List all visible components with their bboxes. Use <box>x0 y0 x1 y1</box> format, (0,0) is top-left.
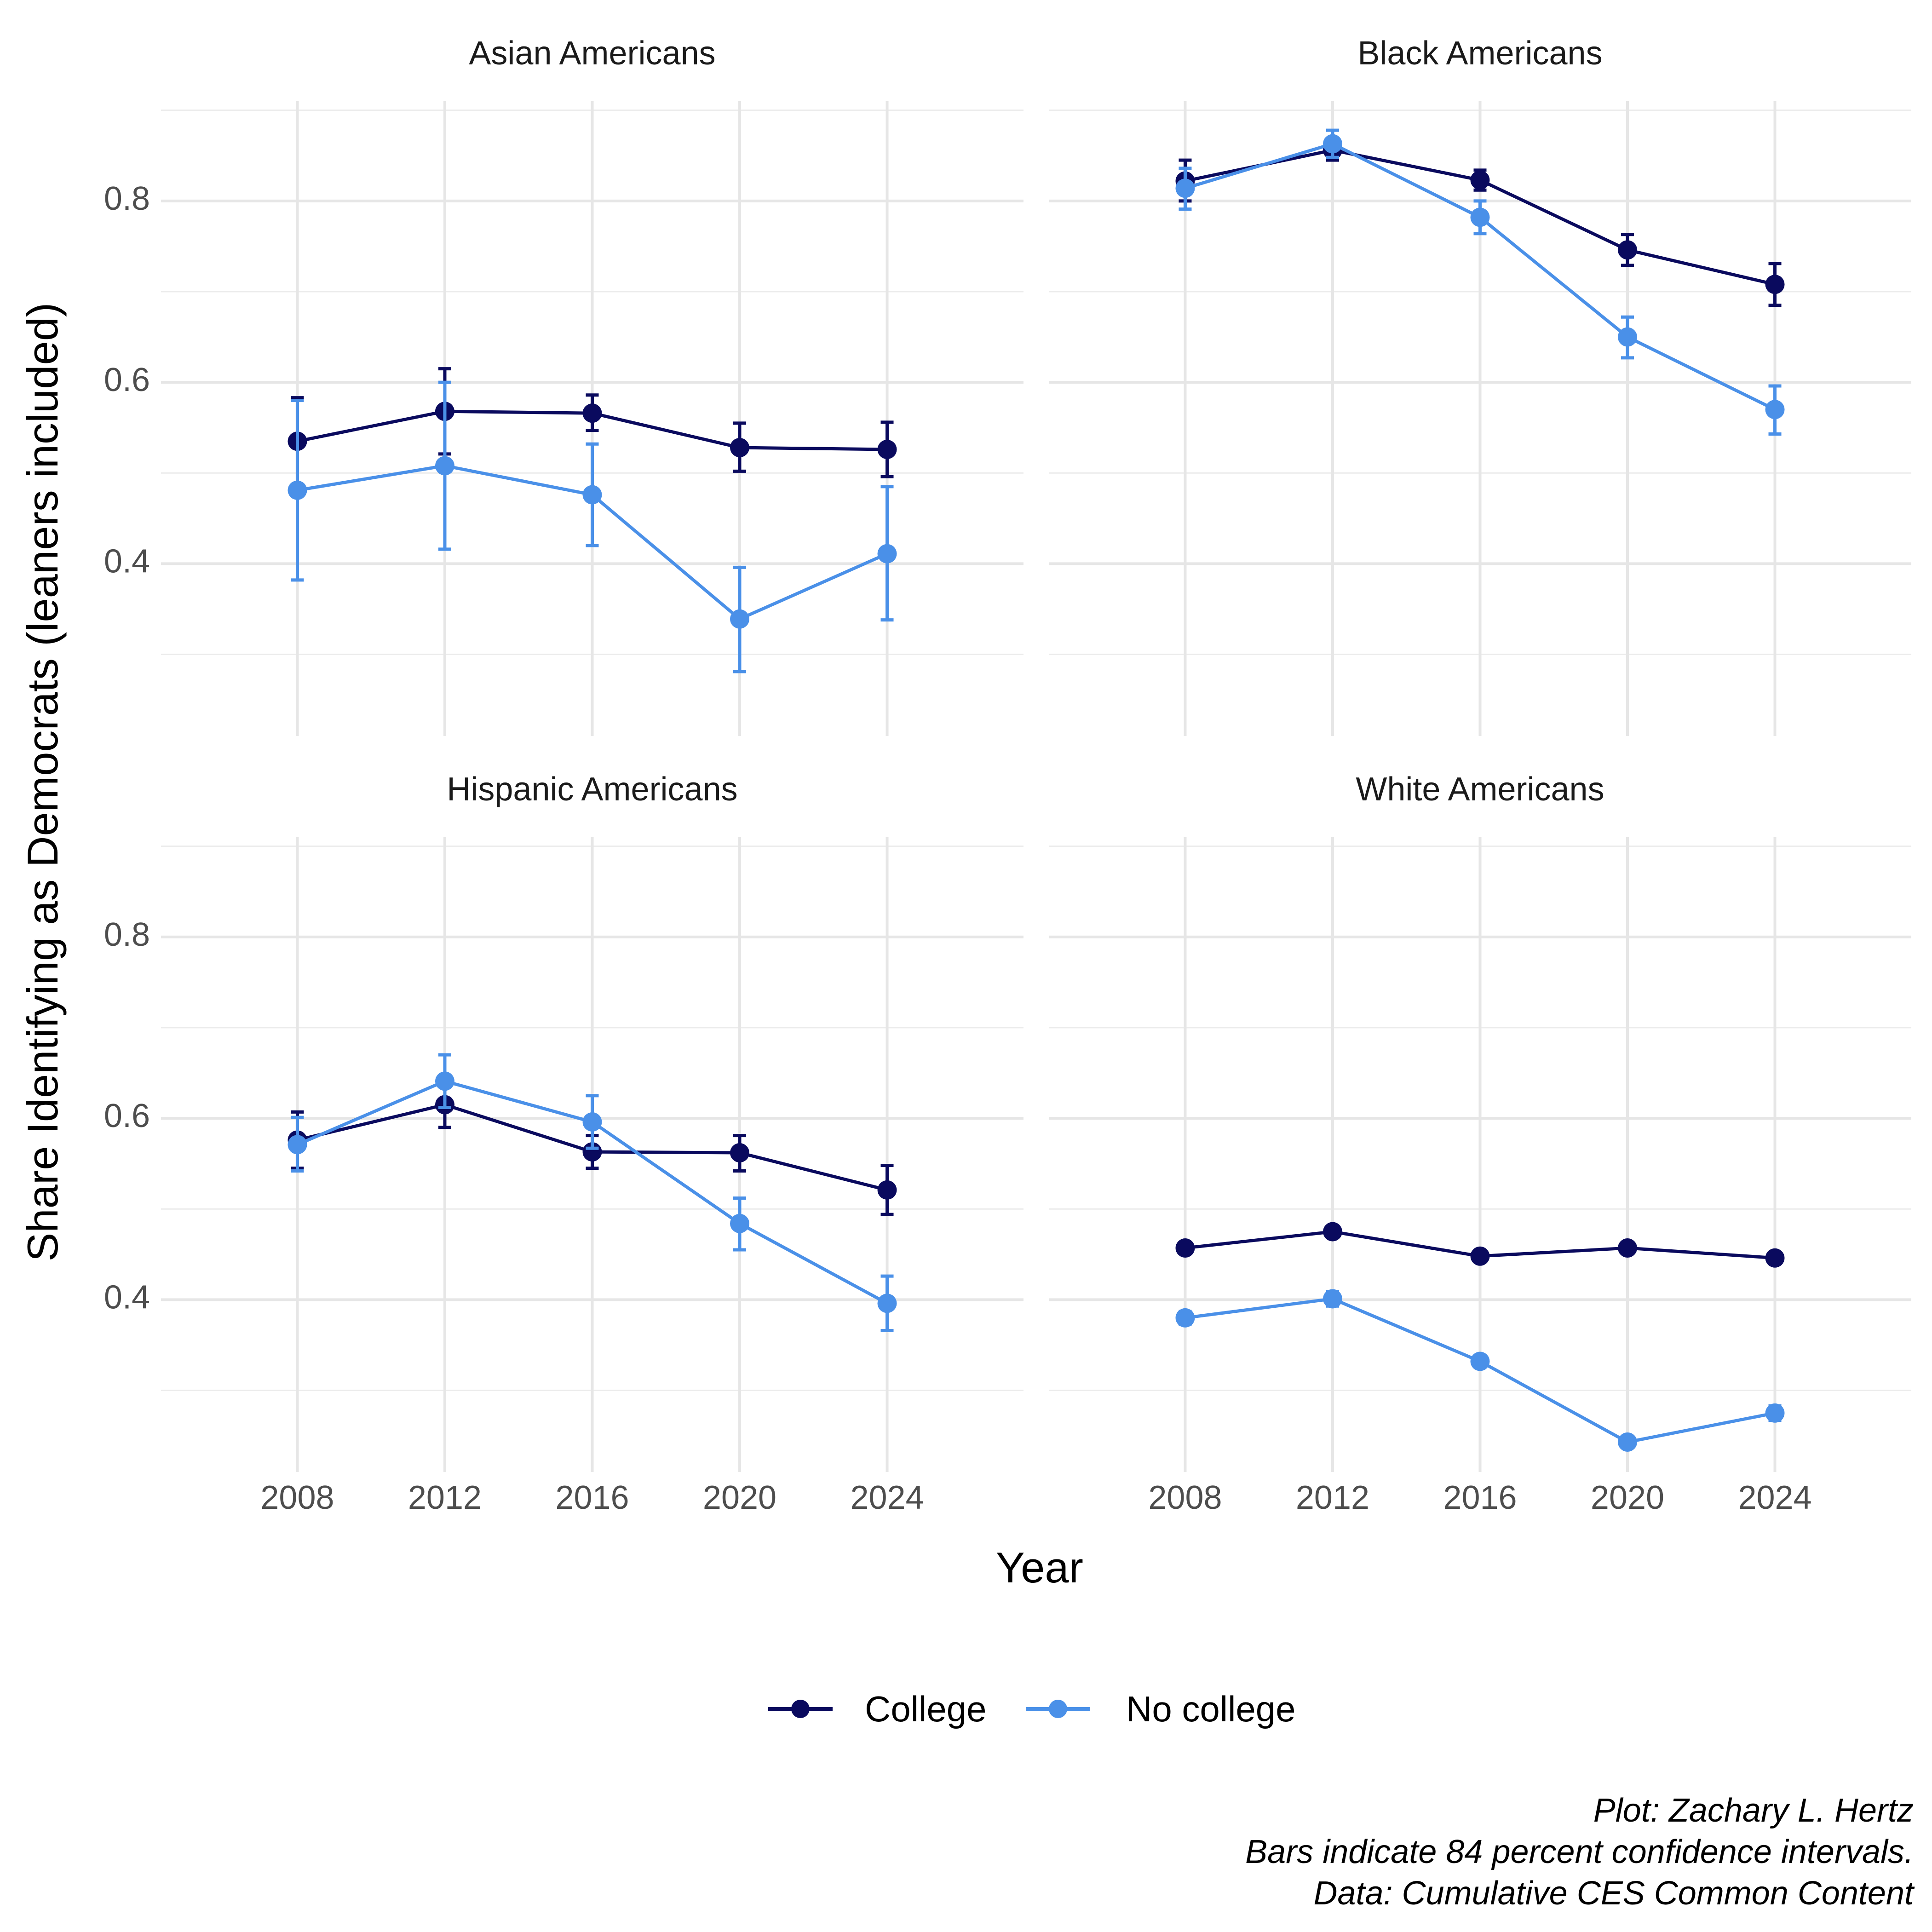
series-college <box>1175 1222 1785 1268</box>
panel-asian-americans: Asian Americans 0.4 0.6 0.8 <box>104 35 1024 736</box>
panel-hispanic-americans: Hispanic Americans 0.4 0.6 0.8 2008 2012 2016 2… <box>104 771 1024 1516</box>
legend-item-no-college: No college <box>1026 1689 1296 1729</box>
data-point <box>435 1071 454 1091</box>
legend: College No college <box>768 1689 1296 1729</box>
data-point <box>1470 207 1490 227</box>
x-tick-label: 2008 <box>1148 1479 1222 1516</box>
x-tick-label: 2020 <box>703 1479 776 1516</box>
legend-key-no-college-point <box>1049 1700 1067 1718</box>
data-point <box>1765 275 1785 294</box>
x-tick-label: 2020 <box>1591 1479 1664 1516</box>
data-point <box>1765 1248 1785 1268</box>
y-tick-label: 0.6 <box>104 1098 150 1134</box>
data-point <box>877 440 897 460</box>
data-point <box>1322 1289 1342 1309</box>
x-tick-label: 2016 <box>555 1479 629 1516</box>
data-point <box>435 456 454 476</box>
x-tick-label: 2008 <box>260 1479 334 1516</box>
caption-line-3: Data: Cumulative CES Common Content <box>1313 1875 1915 1912</box>
x-tick-label: 2024 <box>850 1479 924 1516</box>
x-axis-title: Year <box>996 1543 1083 1592</box>
y-tick-label: 0.8 <box>104 180 150 217</box>
data-point <box>582 485 602 505</box>
x-tick-label: 2012 <box>408 1479 482 1516</box>
panel-title-black-americans: Black Americans <box>1357 35 1602 72</box>
data-point <box>1618 240 1638 260</box>
panel-title-white-americans: White Americans <box>1356 771 1604 808</box>
data-point <box>1322 134 1342 154</box>
series-no-college <box>1175 128 1785 436</box>
legend-item-college: College <box>768 1689 987 1729</box>
panel-white-americans: White Americans 2008 2012 2016 2020 2024 <box>1049 771 1911 1516</box>
data-point <box>730 1143 750 1163</box>
caption: Plot: Zachary L. Hertz Bars indicate 84 … <box>1245 1792 1915 1912</box>
data-point <box>1470 1351 1490 1371</box>
caption-line-2: Bars indicate 84 percent confidence inte… <box>1245 1834 1914 1870</box>
data-point <box>1175 178 1195 198</box>
series-no-college <box>1175 1289 1785 1452</box>
data-point <box>1470 1246 1490 1266</box>
panels: Asian Americans 0.4 0.6 0.8 Black Americans H… <box>104 35 1911 1516</box>
data-point <box>1322 1222 1342 1242</box>
y-tick-label: 0.4 <box>104 543 150 580</box>
data-point <box>1765 1403 1785 1423</box>
x-tick-label: 2012 <box>1296 1479 1369 1516</box>
data-point <box>582 403 602 423</box>
caption-line-1: Plot: Zachary L. Hertz <box>1593 1792 1914 1829</box>
x-tick-label: 2024 <box>1738 1479 1811 1516</box>
data-point <box>1618 327 1638 347</box>
panel-title-hispanic-americans: Hispanic Americans <box>447 771 737 808</box>
data-point <box>1175 1308 1195 1328</box>
data-point <box>582 1112 602 1132</box>
series-no-college <box>288 1053 897 1332</box>
x-tick-label: 2016 <box>1443 1479 1517 1516</box>
panel-black-americans: Black Americans <box>1049 35 1911 736</box>
data-point <box>730 438 750 458</box>
data-point <box>877 1180 897 1200</box>
data-point <box>1470 170 1490 190</box>
data-point <box>288 1135 307 1155</box>
y-tick-label: 0.8 <box>104 916 150 953</box>
y-tick-label: 0.6 <box>104 362 150 398</box>
data-point <box>1618 1432 1638 1452</box>
y-axis-title: Share Identifying as Democrats (leaners … <box>18 303 67 1262</box>
y-tick-label: 0.4 <box>104 1279 150 1316</box>
data-point <box>1765 400 1785 420</box>
legend-label-college: College <box>865 1689 987 1729</box>
legend-label-no-college: No college <box>1126 1689 1296 1729</box>
data-point <box>288 480 307 500</box>
data-point <box>730 1213 750 1233</box>
data-point <box>730 609 750 629</box>
series-no-college <box>288 380 897 673</box>
legend-key-college-point <box>791 1700 810 1718</box>
data-point <box>877 1294 897 1313</box>
data-point <box>1175 1238 1195 1258</box>
data-point <box>1618 1238 1638 1258</box>
panel-title-asian-americans: Asian Americans <box>469 35 715 72</box>
data-point <box>877 544 897 564</box>
